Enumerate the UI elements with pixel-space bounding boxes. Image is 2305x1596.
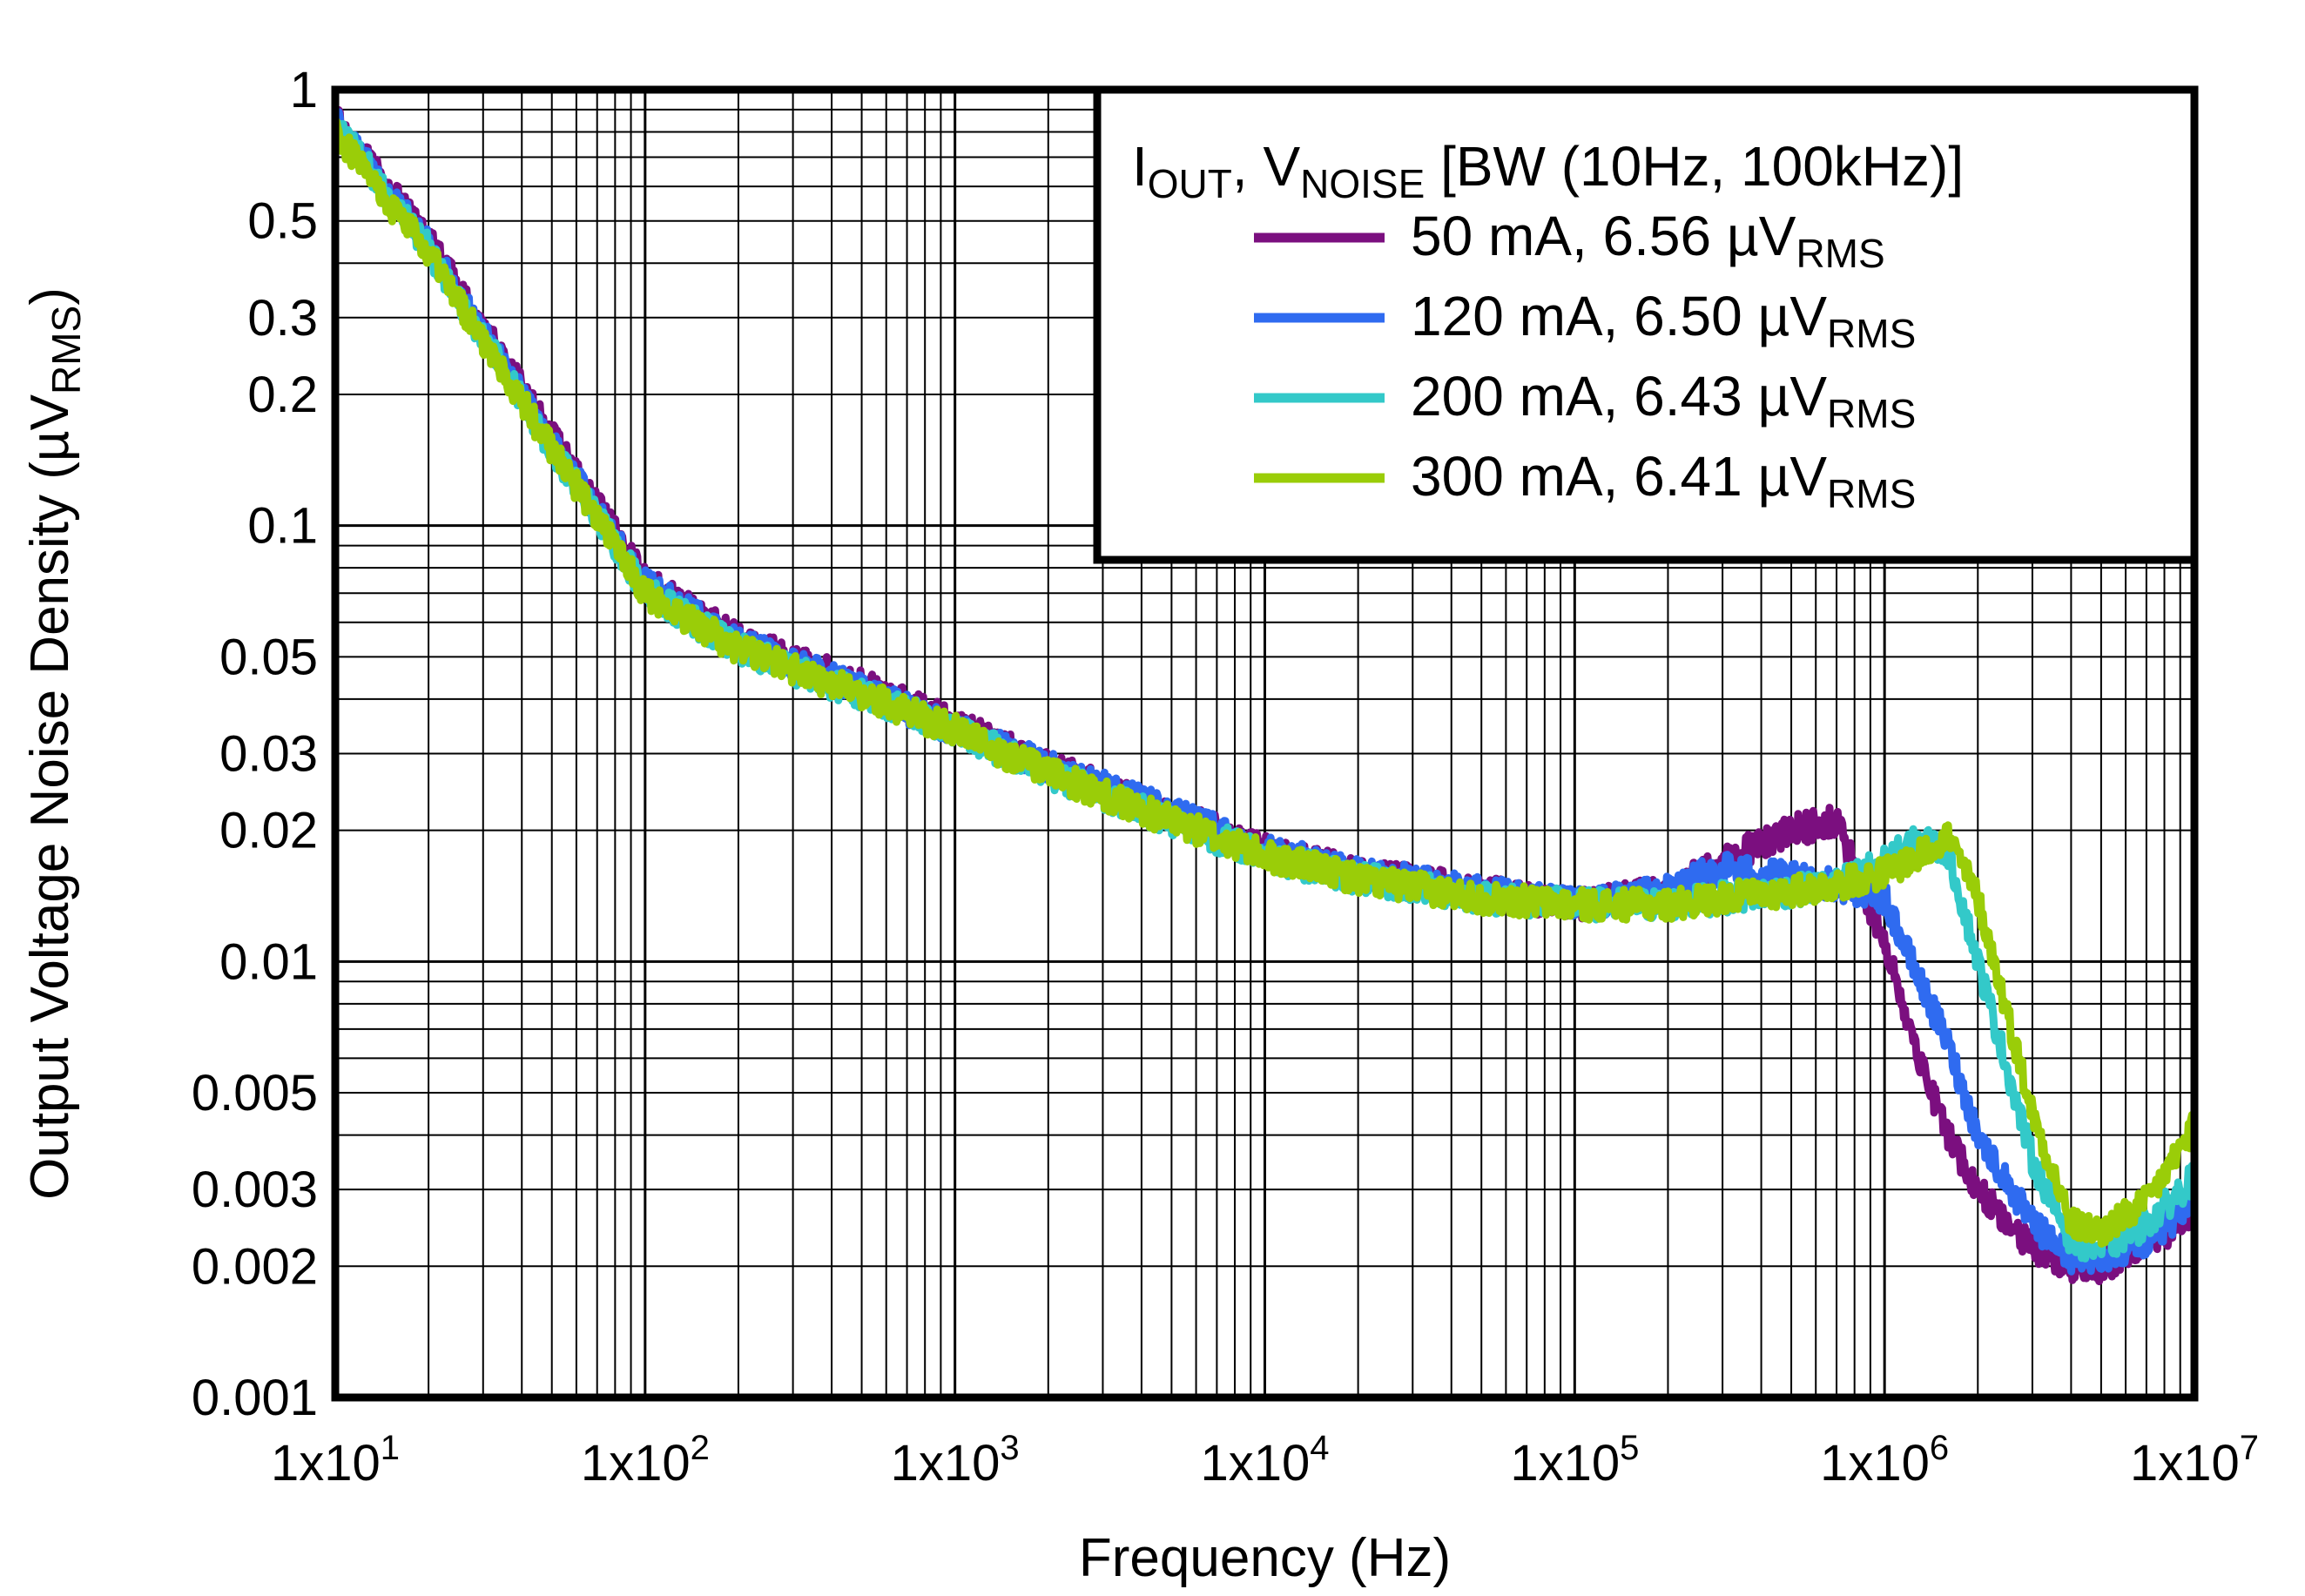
y-tick-label: 0.003: [192, 1162, 318, 1218]
legend-header: IOUT, VNOISE [BW (10Hz, 100kHz)]: [1132, 135, 1964, 206]
y-tick-label: 0.01: [219, 933, 318, 990]
y-axis-title-main: Output Voltage Noise Density (µV: [20, 394, 80, 1200]
y-tick-labels: 1 0.5 0.3 0.2 0.1 0.05 0.03 0.02 0.01 0.005 0.003 0…: [192, 62, 318, 1426]
y-tick-label: 0.02: [219, 803, 318, 859]
y-axis-title-close: ): [20, 287, 80, 306]
legend-entry-3: 200 mA, 6.43 µVRMS: [1411, 365, 1916, 436]
x-tick-labels: 1x101 1x102 1x103 1x104 1x105 1x106 1x107: [271, 1429, 2259, 1492]
y-tick-label: 0.002: [192, 1238, 318, 1295]
y-axis-title-sub: RMS: [44, 306, 89, 394]
legend-entry-2: 120 mA, 6.50 µVRMS: [1411, 285, 1916, 356]
x-tick-label: 1x106: [1820, 1429, 1949, 1492]
y-tick-label: 0.05: [219, 629, 318, 685]
y-tick-label: 0.2: [247, 367, 318, 423]
x-tick-label: 1x107: [2130, 1429, 2259, 1492]
series-group: [331, 106, 2199, 1286]
y-axis-title: Output Voltage Noise Density (µVRMS): [20, 287, 89, 1200]
x-axis-title: Frequency (Hz): [1079, 1528, 1451, 1588]
y-tick-label: 1: [290, 62, 318, 118]
legend: IOUT, VNOISE [BW (10Hz, 100kHz)]50 mA, 6…: [1093, 85, 2199, 564]
x-tick-label: 1x101: [271, 1429, 400, 1492]
legend-entry-1: 50 mA, 6.56 µVRMS: [1411, 205, 1885, 276]
series-line-4: [331, 117, 2199, 1248]
x-tick-label: 1x105: [1510, 1429, 1639, 1492]
y-tick-label: 0.3: [247, 290, 318, 347]
y-tick-label: 0.001: [192, 1370, 318, 1426]
x-tick-label: 1x104: [1200, 1429, 1329, 1492]
y-tick-label: 0.5: [247, 193, 318, 250]
x-tick-label: 1x102: [581, 1429, 710, 1492]
y-tick-label: 0.03: [219, 725, 318, 782]
x-tick-label: 1x103: [891, 1429, 1020, 1492]
legend-entry-4: 300 mA, 6.41 µVRMS: [1411, 445, 1916, 516]
y-tick-label: 0.005: [192, 1065, 318, 1121]
y-tick-label: 0.1: [247, 498, 318, 555]
